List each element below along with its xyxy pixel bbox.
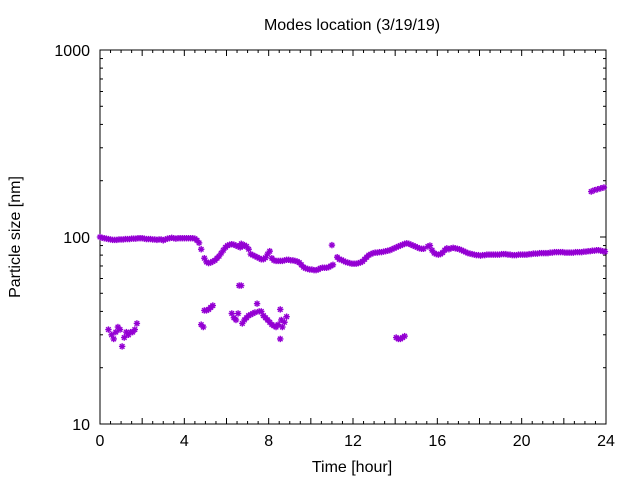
- x-tick-label: 0: [96, 433, 105, 450]
- y-tick-label: 1000: [54, 43, 90, 60]
- data-point: [232, 316, 240, 324]
- data-point: [277, 335, 284, 343]
- data-point: [197, 246, 205, 253]
- data-point: [328, 241, 336, 249]
- data-point: [133, 320, 141, 327]
- data-point: [277, 306, 284, 313]
- data-point: [238, 282, 245, 289]
- x-tick-label: 8: [264, 433, 273, 450]
- data-point: [600, 184, 608, 191]
- data-points: [96, 184, 609, 350]
- data-point: [121, 334, 128, 341]
- data-point: [195, 239, 203, 247]
- x-tick-label: 12: [344, 433, 362, 450]
- x-tick-labels: 0 4 8 12 16 20 24: [96, 433, 615, 450]
- data-point: [281, 319, 288, 326]
- data-point: [329, 261, 337, 269]
- data-point: [118, 343, 126, 350]
- data-point: [110, 335, 117, 343]
- y-tick-label: 10: [72, 417, 90, 434]
- data-point: [428, 246, 436, 254]
- data-point: [112, 328, 120, 336]
- data-point: [200, 323, 207, 331]
- data-point: [266, 247, 273, 255]
- data-point: [234, 310, 242, 317]
- y-axis-label: Particle size [nm]: [7, 176, 24, 298]
- data-point: [401, 332, 408, 340]
- data-point: [105, 326, 112, 333]
- data-point: [245, 246, 252, 253]
- data-point: [238, 240, 245, 247]
- y-tick-labels: 10 100 1000: [54, 43, 90, 434]
- data-point: [283, 313, 290, 320]
- data-point: [131, 326, 138, 333]
- x-tick-label: 16: [428, 433, 446, 450]
- data-point: [279, 323, 286, 331]
- chart-title: Modes location (3/19/19): [264, 17, 440, 34]
- data-point: [601, 248, 609, 255]
- data-point: [209, 302, 217, 309]
- y-tick-label: 100: [63, 230, 90, 247]
- x-axis-label: Time [hour]: [312, 459, 392, 476]
- data-point: [116, 326, 124, 333]
- x-tick-label: 20: [513, 433, 531, 450]
- data-point: [253, 300, 261, 307]
- x-tick-label: 24: [597, 433, 615, 450]
- x-tick-label: 4: [180, 433, 189, 450]
